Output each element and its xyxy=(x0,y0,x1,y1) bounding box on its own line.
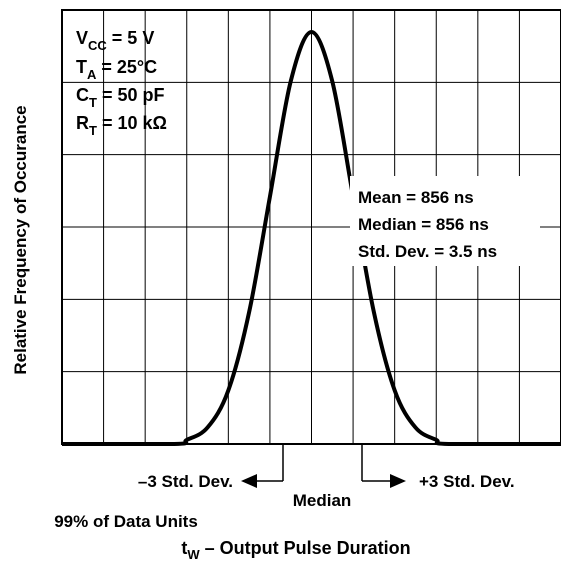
test-conditions: VCC = 5 V TA = 25°C CT = 50 pF RT = 10 k… xyxy=(76,28,167,138)
statistics: Mean = 856 ns Median = 856 ns Std. Dev. … xyxy=(358,188,497,261)
minus-3-std-dev-label: –3 Std. Dev. xyxy=(138,472,233,491)
stats-background xyxy=(350,176,540,266)
condition-ta: TA = 25°C xyxy=(76,57,157,82)
stat-median: Median = 856 ns xyxy=(358,215,489,234)
y-axis-label: Relative Frequency of Occurance xyxy=(11,105,30,374)
plot-frame xyxy=(61,9,561,445)
x-axis-label: tW – Output Pulse Duration xyxy=(181,538,410,561)
condition-ct: CT = 50 pF xyxy=(76,85,164,110)
condition-vcc: VCC = 5 V xyxy=(76,28,154,53)
left-arrow-icon xyxy=(241,474,257,488)
condition-rt: RT = 10 kΩ xyxy=(76,113,167,138)
minus-3-std-dev-marker: –3 Std. Dev. xyxy=(138,444,284,491)
series-line xyxy=(62,30,561,447)
coverage-label: 99% of Data Units xyxy=(54,512,198,531)
right-arrow-icon xyxy=(390,474,406,488)
plus-3-std-dev-marker: +3 Std. Dev. xyxy=(361,444,515,491)
median-label: Median xyxy=(293,491,352,510)
plus-3-std-dev-label: +3 Std. Dev. xyxy=(419,472,515,491)
stat-mean: Mean = 856 ns xyxy=(358,188,474,207)
stat-std-dev: Std. Dev. = 3.5 ns xyxy=(358,242,497,261)
